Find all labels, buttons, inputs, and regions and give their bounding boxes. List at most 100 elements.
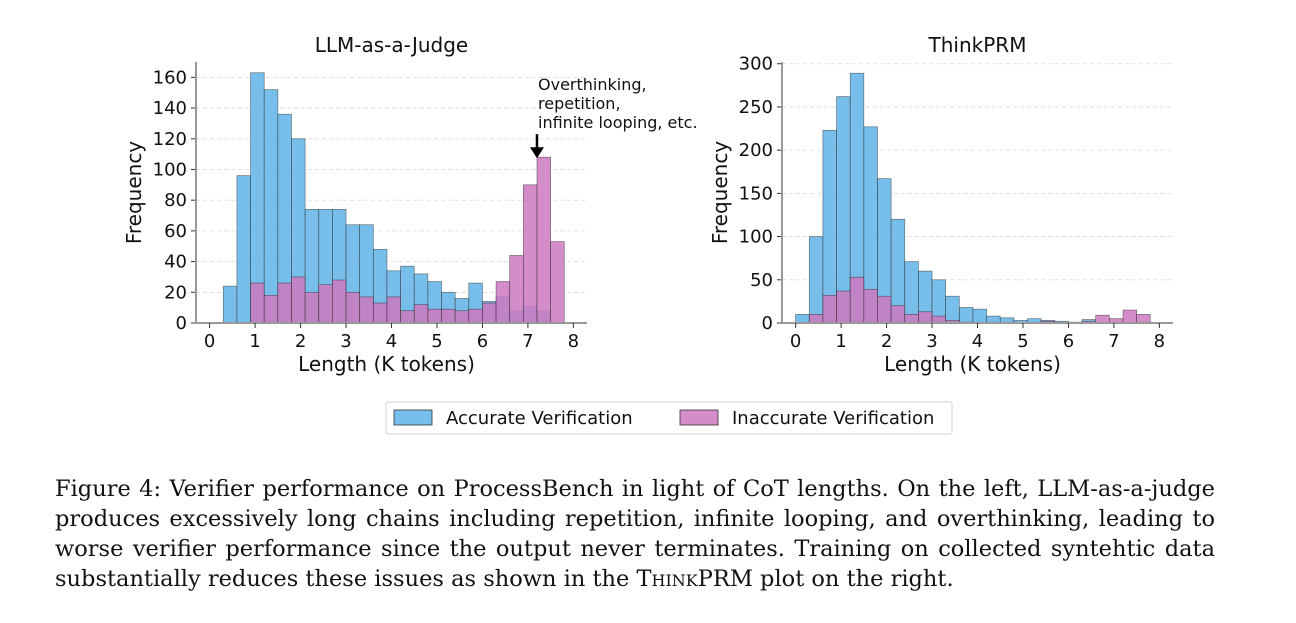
histogram-bar xyxy=(536,156,551,324)
x-tick-label: 2 xyxy=(295,331,306,352)
histogram-bar xyxy=(304,291,320,324)
x-axis-label: Length (K tokens) xyxy=(298,352,475,376)
y-tick-label: 140 xyxy=(153,98,187,119)
x-axis-label: Length (K tokens) xyxy=(884,352,1061,376)
y-tick-label: 250 xyxy=(739,97,773,118)
histogram-bar xyxy=(822,129,837,324)
x-tick-label: 1 xyxy=(249,331,260,352)
y-tick-label: 100 xyxy=(153,159,187,180)
histogram-bar xyxy=(795,314,810,324)
y-tick-label: 150 xyxy=(739,183,773,204)
thinkprm-chart: 0 50 100 150 200 250 300 0 1 2 3 4 5 6 7 8 ThinkPRM Lengt… xyxy=(708,33,1173,376)
histogram-bar xyxy=(808,236,824,324)
histogram-bar xyxy=(945,295,960,324)
histogram-bar xyxy=(454,310,470,324)
histogram-bar xyxy=(931,315,947,324)
histogram-bar xyxy=(849,276,865,324)
x-tick-label: 7 xyxy=(1108,331,1119,352)
histogram-bar xyxy=(918,311,933,324)
y-tick-label: 200 xyxy=(739,140,773,161)
legend-label-accurate: Accurate Verification xyxy=(446,408,633,429)
x-tick-label: 4 xyxy=(972,331,983,352)
y-tick-label: 40 xyxy=(164,252,187,273)
annotation-text: repetition, xyxy=(538,94,621,113)
y-tick-label: 60 xyxy=(164,221,187,242)
histogram-bar xyxy=(372,302,388,324)
y-axis-label: Frequency xyxy=(708,141,732,244)
histogram-bar xyxy=(318,284,333,324)
histogram-bar xyxy=(1136,314,1151,324)
legend: Accurate Verification Inaccurate Verific… xyxy=(385,401,953,435)
histogram-bar xyxy=(222,285,238,324)
y-tick-label: 160 xyxy=(153,67,187,88)
histogram-bar xyxy=(1095,314,1110,324)
histogram-bar xyxy=(522,184,538,324)
histogram-bar xyxy=(509,255,524,324)
histogram-bar xyxy=(345,291,361,324)
histogram-bar xyxy=(904,261,919,324)
histogram-bar xyxy=(1122,309,1137,324)
x-tick-label: 6 xyxy=(477,331,488,352)
histogram-bar xyxy=(836,96,851,324)
y-tick-label: 100 xyxy=(739,227,773,248)
annotation-text: infinite looping, etc. xyxy=(538,113,698,132)
x-tick-label: 4 xyxy=(386,331,397,352)
figure-caption: Figure 4: Verifier performance on Proces… xyxy=(55,474,1215,594)
x-tick-label: 6 xyxy=(1063,331,1074,352)
histogram-bar xyxy=(250,282,265,324)
histogram-bar xyxy=(413,304,429,324)
legend-label-inaccurate: Inaccurate Verification xyxy=(732,408,934,429)
histogram-bar xyxy=(359,296,374,324)
legend-swatch-accurate xyxy=(393,409,433,426)
annotation-text: Overthinking, xyxy=(538,75,647,94)
histogram-bar xyxy=(263,89,279,324)
x-tick-label: 3 xyxy=(926,331,937,352)
series-inaccurate xyxy=(250,156,565,324)
histogram-bar xyxy=(291,276,306,324)
histogram-bar xyxy=(904,314,919,324)
x-tick-label: 8 xyxy=(568,331,579,352)
histogram-bar xyxy=(986,315,1001,324)
histogram-bar xyxy=(863,288,878,324)
histogram-bar xyxy=(400,310,415,324)
legend-frame xyxy=(385,401,953,435)
annotation-arrowhead xyxy=(529,147,544,159)
figure: 0 20 40 60 80 100 120 140 160 0 1 2 3 4 5 6 7 8 LLM-as-a-J… xyxy=(122,33,1173,435)
y-tick-label: 80 xyxy=(164,190,187,211)
y-tick-label: 50 xyxy=(750,270,773,291)
legend-swatch-inaccurate xyxy=(679,409,719,426)
series-accurate xyxy=(795,72,1097,324)
histogram-bar xyxy=(277,282,292,324)
histogram-bar xyxy=(808,314,824,324)
y-axis-label: Frequency xyxy=(122,141,146,244)
histogram-bar xyxy=(236,175,251,324)
histogram-bar xyxy=(495,281,511,324)
histogram-bar xyxy=(441,308,456,324)
histogram-bar xyxy=(822,294,837,324)
x-tick-label: 5 xyxy=(431,331,442,352)
histogram-bar xyxy=(482,302,497,324)
x-tick-label: 8 xyxy=(1154,331,1165,352)
x-tick-label: 0 xyxy=(790,331,801,352)
histogram-bar xyxy=(958,307,974,324)
histogram-bar xyxy=(972,308,987,324)
y-tick-label: 0 xyxy=(176,313,187,334)
histogram-bar xyxy=(386,296,401,324)
x-tick-label: 3 xyxy=(340,331,351,352)
y-tick-label: 0 xyxy=(762,313,773,334)
histogram-bar xyxy=(877,295,892,324)
histogram-bar xyxy=(836,290,851,324)
x-tick-label: 1 xyxy=(835,331,846,352)
y-tick-label: 300 xyxy=(739,54,773,75)
caption-text-end: plot on the right. xyxy=(752,566,954,592)
x-tick-label: 2 xyxy=(881,331,892,352)
histogram-bar xyxy=(263,295,279,324)
caption-thinkprm: ThinkPRM xyxy=(636,566,753,592)
histogram-bar xyxy=(427,308,442,324)
chart-title: ThinkPRM xyxy=(928,33,1027,57)
y-tick-label: 120 xyxy=(153,129,187,150)
chart-title: LLM-as-a-Judge xyxy=(315,33,469,57)
histogram-bar xyxy=(468,308,483,324)
caption-text: Figure 4: Verifier performance on Proces… xyxy=(55,476,1215,592)
